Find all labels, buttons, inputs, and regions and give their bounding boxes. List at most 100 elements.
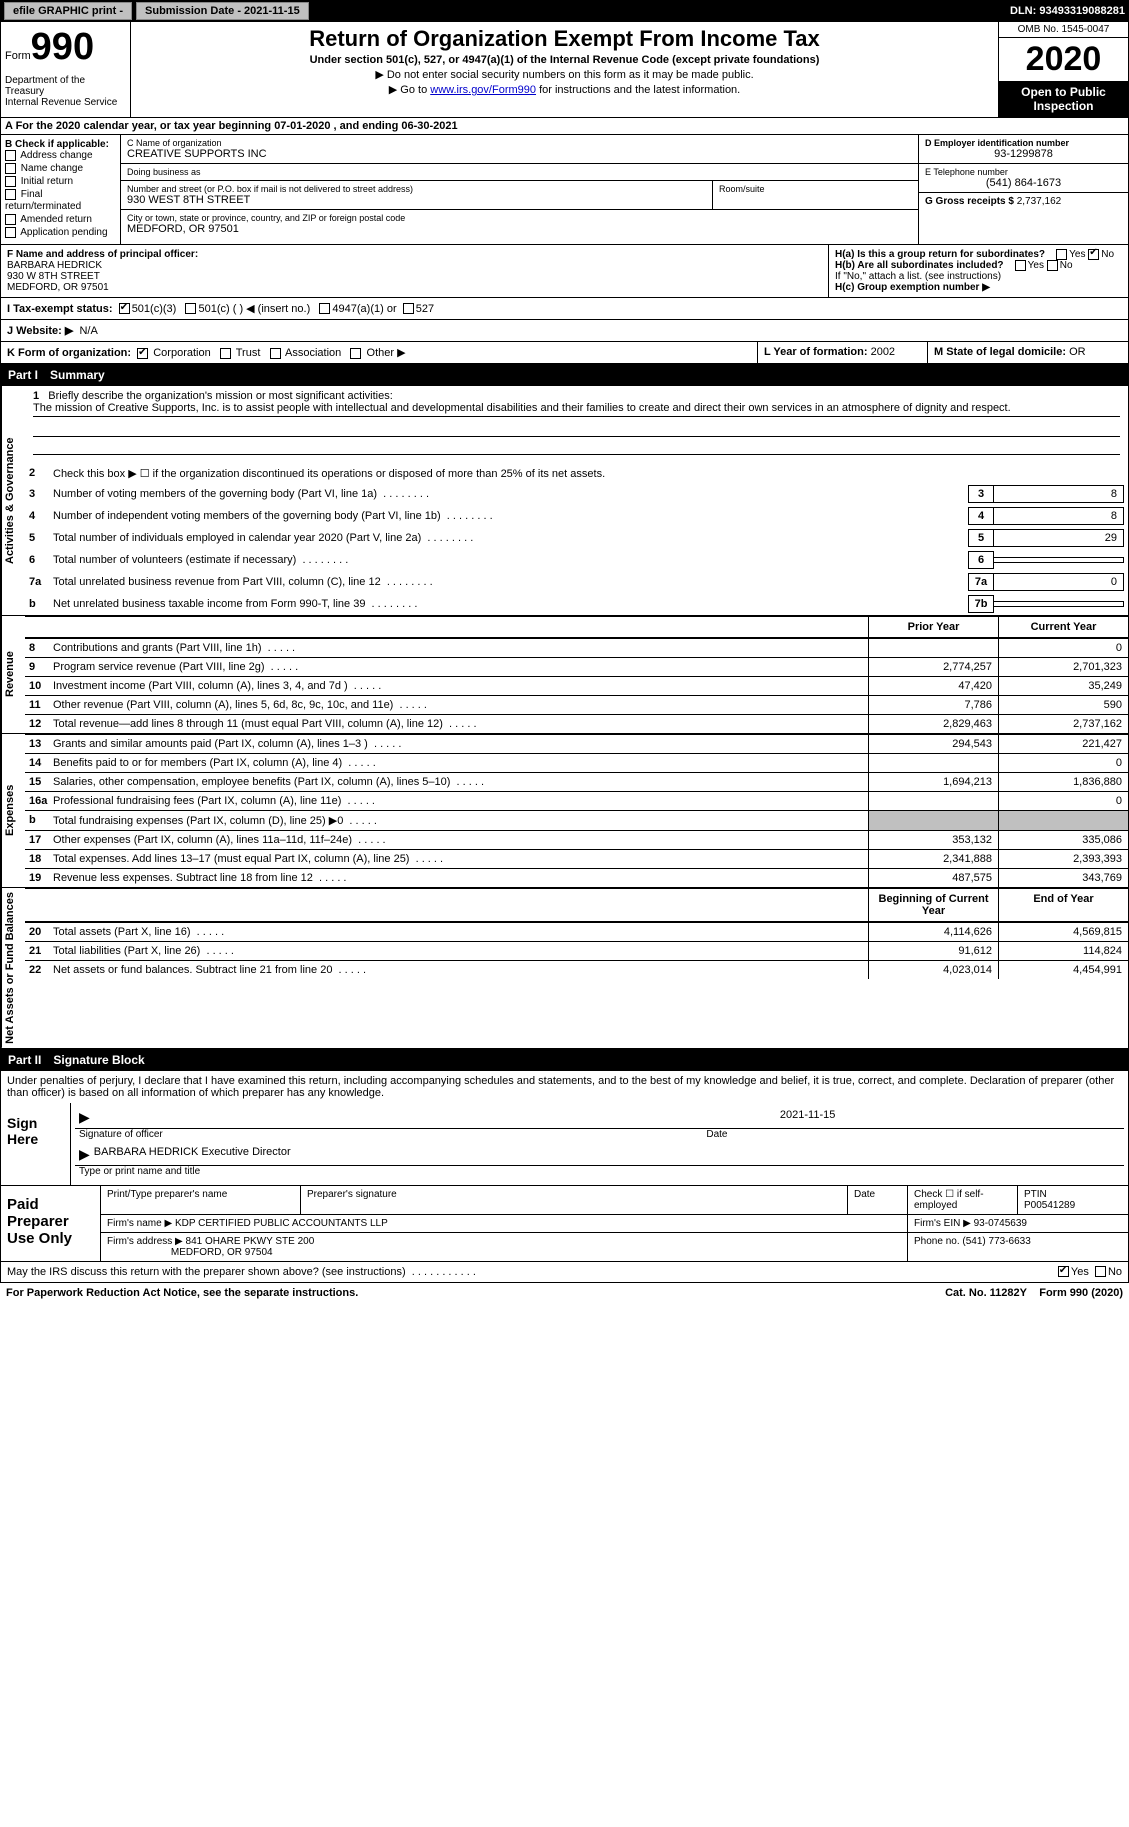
gov-line-5: 5Total number of individuals employed in…: [25, 527, 1128, 549]
note-link: ▶ Go to www.irs.gov/Form990 for instruct…: [137, 83, 992, 96]
arrow-icon: ▶: [79, 1109, 90, 1126]
row-l: L Year of formation: 2002: [758, 342, 928, 363]
preparer-block: Paid Preparer Use Only Print/Type prepar…: [0, 1186, 1129, 1262]
row-a: A For the 2020 calendar year, or tax yea…: [0, 118, 1129, 135]
form-number-box: Form990 Department of the Treasury Inter…: [1, 22, 131, 117]
chk-address[interactable]: Address change: [5, 150, 116, 161]
form-header: Form990 Department of the Treasury Inter…: [0, 22, 1129, 118]
form-foot: Form 990 (2020): [1039, 1287, 1123, 1299]
gov-section: Activities & Governance 1 Briefly descri…: [0, 386, 1129, 616]
line-15: 15Salaries, other compensation, employee…: [25, 772, 1128, 791]
chk-trust[interactable]: [220, 348, 231, 359]
room-cell: Room/suite: [713, 181, 918, 210]
street-cell: Number and street (or P.O. box if mail i…: [121, 181, 713, 210]
tax-year: 2020: [999, 38, 1128, 81]
side-net: Net Assets or Fund Balances: [1, 888, 25, 1048]
firm-name: KDP CERTIFIED PUBLIC ACCOUNTANTS LLP: [175, 1218, 388, 1229]
line-18: 18Total expenses. Add lines 13–17 (must …: [25, 849, 1128, 868]
website: N/A: [79, 325, 97, 337]
note-ssn: ▶ Do not enter social security numbers o…: [137, 68, 992, 81]
org-name-cell: C Name of organization CREATIVE SUPPORTS…: [121, 135, 918, 164]
firm-phone-cell: Phone no. (541) 773-6633: [908, 1233, 1128, 1261]
prep-ptin-hdr: PTINP00541289: [1018, 1186, 1128, 1214]
officer-city: MEDFORD, OR 97501: [7, 282, 109, 293]
submission-button[interactable]: Submission Date - 2021-11-15: [136, 2, 309, 20]
chk-4947[interactable]: [319, 303, 330, 314]
col-c: C Name of organization CREATIVE SUPPORTS…: [121, 135, 918, 244]
col-f: F Name and address of principal officer:…: [1, 245, 828, 297]
ein: 93-1299878: [925, 148, 1122, 160]
chk-final[interactable]: Final return/terminated: [5, 189, 116, 211]
line-12: 12Total revenue—add lines 8 through 11 (…: [25, 714, 1128, 733]
chk-501c[interactable]: [185, 303, 196, 314]
chk-amended[interactable]: Amended return: [5, 214, 116, 225]
prep-date-hdr: Date: [848, 1186, 908, 1214]
omb-number: OMB No. 1545-0047: [999, 22, 1128, 38]
efile-button[interactable]: efile GRAPHIC print -: [4, 2, 132, 20]
row-a-text: A For the 2020 calendar year, or tax yea…: [5, 120, 458, 132]
form-title: Return of Organization Exempt From Incom…: [137, 26, 992, 52]
line-17: 17Other expenses (Part IX, column (A), l…: [25, 830, 1128, 849]
chk-discuss-yes[interactable]: [1058, 1266, 1069, 1277]
firm-ein: 93-0745639: [974, 1218, 1027, 1229]
section-bcd: B Check if applicable: Address change Na…: [0, 135, 1129, 245]
form-subtitle: Under section 501(c), 527, or 4947(a)(1)…: [137, 54, 992, 66]
chk-initial[interactable]: Initial return: [5, 176, 116, 187]
net-section: Net Assets or Fund Balances Beginning of…: [0, 888, 1129, 1049]
chk-discuss-no[interactable]: [1095, 1266, 1106, 1277]
gov-line-7a: 7aTotal unrelated business revenue from …: [25, 571, 1128, 593]
mission-text: The mission of Creative Supports, Inc. i…: [33, 402, 1120, 417]
footer-note: For Paperwork Reduction Act Notice, see …: [0, 1283, 1129, 1303]
gov-line-6: 6Total number of volunteers (estimate if…: [25, 549, 1128, 571]
sig-date: 2021-11-15: [774, 1109, 1120, 1126]
irs-link[interactable]: www.irs.gov/Form990: [430, 84, 536, 96]
line-20: 20Total assets (Part X, line 16) . . . .…: [25, 922, 1128, 941]
col-b-label: B Check if applicable:: [5, 139, 109, 150]
line-21: 21Total liabilities (Part X, line 26) . …: [25, 941, 1128, 960]
row-m: M State of legal domicile: OR: [928, 342, 1128, 363]
line-10: 10Investment income (Part VIII, column (…: [25, 676, 1128, 695]
prep-sig-hdr: Preparer's signature: [301, 1186, 848, 1214]
org-name: CREATIVE SUPPORTS INC: [127, 148, 912, 160]
hdr-prior: Prior Year: [868, 617, 998, 637]
signature-block: Under penalties of perjury, I declare th…: [0, 1071, 1129, 1186]
line-11: 11Other revenue (Part VIII, column (A), …: [25, 695, 1128, 714]
prep-check-hdr: Check ☐ if self-employed: [908, 1186, 1018, 1214]
phone-cell: E Telephone number (541) 864-1673: [919, 164, 1128, 193]
side-gov: Activities & Governance: [1, 386, 25, 615]
chk-other[interactable]: [350, 348, 361, 359]
firm-addr: 841 OHARE PKWY STE 200: [186, 1236, 315, 1247]
arrow-icon: ▶: [79, 1146, 90, 1163]
sign-here-label: Sign Here: [1, 1103, 71, 1185]
officer-name: BARBARA HEDRICK: [7, 260, 102, 271]
firm-ein-cell: Firm's EIN ▶ 93-0745639: [908, 1215, 1128, 1232]
gov-line-b: bNet unrelated business taxable income f…: [25, 593, 1128, 615]
chk-501c3[interactable]: [119, 303, 130, 314]
chk-pending[interactable]: Application pending: [5, 227, 116, 238]
row-fh: F Name and address of principal officer:…: [0, 245, 1129, 298]
year-formation: 2002: [871, 346, 895, 358]
prep-name-hdr: Print/Type preparer's name: [101, 1186, 301, 1214]
city: MEDFORD, OR 97501: [127, 223, 912, 235]
firm-phone: (541) 773-6633: [962, 1236, 1030, 1247]
row-klm: K Form of organization: Corporation Trus…: [0, 342, 1129, 364]
col-d: D Employer identification number 93-1299…: [918, 135, 1128, 244]
top-bar: efile GRAPHIC print - Submission Date - …: [0, 0, 1129, 22]
row-i: I Tax-exempt status: 501(c)(3) 501(c) ( …: [0, 298, 1129, 320]
line-9: 9Program service revenue (Part VIII, lin…: [25, 657, 1128, 676]
chk-assoc[interactable]: [270, 348, 281, 359]
ptin: P00541289: [1024, 1200, 1075, 1211]
gov-line-3: 3Number of voting members of the governi…: [25, 483, 1128, 505]
gov-line-2: 2Check this box ▶ ☐ if the organization …: [25, 463, 1128, 483]
discuss-row: May the IRS discuss this return with the…: [0, 1262, 1129, 1283]
chk-corp[interactable]: [137, 348, 148, 359]
firm-name-cell: Firm's name ▶ KDP CERTIFIED PUBLIC ACCOU…: [101, 1215, 908, 1232]
form-label: Form: [5, 50, 31, 62]
row-k: K Form of organization: Corporation Trus…: [1, 342, 758, 363]
perjury-text: Under penalties of perjury, I declare th…: [1, 1071, 1128, 1103]
part-1-header: Part I Summary: [0, 364, 1129, 386]
chk-name[interactable]: Name change: [5, 163, 116, 174]
chk-527[interactable]: [403, 303, 414, 314]
line-13: 13Grants and similar amounts paid (Part …: [25, 734, 1128, 753]
year-box: OMB No. 1545-0047 2020 Open to Public In…: [998, 22, 1128, 117]
